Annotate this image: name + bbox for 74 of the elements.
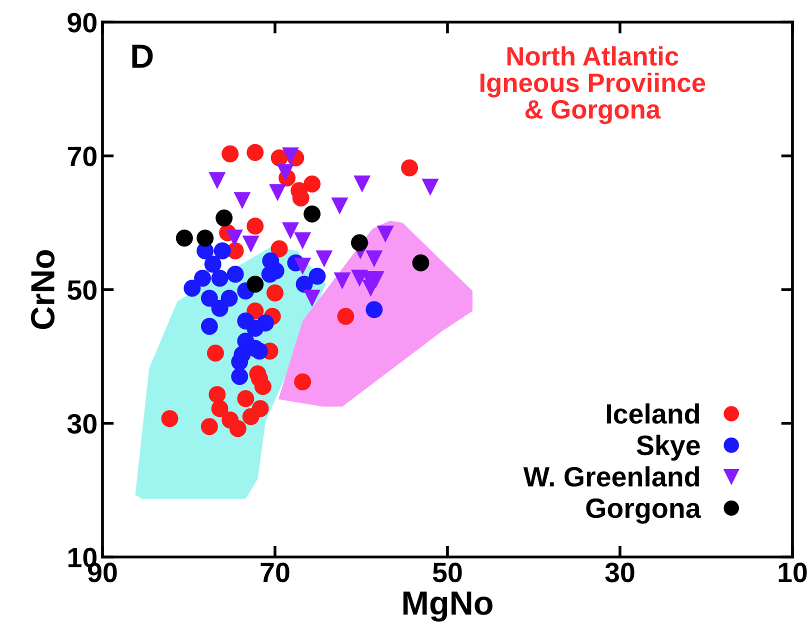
point (308, 268, 326, 285)
point (401, 159, 418, 176)
point (366, 301, 383, 318)
point (237, 390, 254, 408)
point (161, 410, 178, 428)
point (200, 290, 218, 307)
x-tick-label: 30 (605, 562, 634, 582)
y-axis-title: CrNo (30, 250, 55, 329)
point (231, 368, 248, 386)
point (176, 230, 193, 247)
point (376, 226, 394, 243)
legend-label: W. Greenland (523, 466, 699, 487)
point (246, 144, 264, 162)
point (337, 308, 354, 325)
point (304, 206, 321, 223)
annotation: D (132, 44, 153, 68)
x-tick-label: 50 (432, 562, 462, 582)
point (316, 250, 333, 268)
y-tick-label: 90 (68, 12, 96, 32)
point (282, 222, 300, 240)
point (234, 192, 251, 210)
point (252, 400, 269, 418)
point (282, 147, 300, 164)
point (246, 320, 264, 337)
point (246, 218, 264, 235)
point (226, 230, 243, 247)
point (246, 276, 264, 293)
y-tick-label: 50 (68, 280, 96, 300)
point (194, 270, 212, 287)
point (200, 318, 218, 335)
point (208, 172, 226, 190)
point (304, 175, 321, 192)
point (206, 344, 224, 362)
point (294, 258, 312, 275)
annotation: North Atlantic Igneous Proviince & Gorgona (480, 46, 706, 124)
point (208, 386, 226, 404)
point (211, 270, 228, 287)
point (412, 254, 430, 272)
point (334, 272, 351, 290)
x-axis-title: MgNo (403, 592, 492, 622)
point (184, 280, 201, 297)
y-tick-label: 30 (67, 414, 96, 434)
point (214, 242, 231, 260)
point (269, 184, 286, 202)
x-tick-label: 10 (778, 562, 807, 582)
point (366, 250, 383, 268)
point (296, 276, 313, 293)
point (254, 378, 272, 396)
point (270, 240, 288, 258)
point (294, 373, 312, 390)
point (276, 164, 294, 182)
point (222, 145, 239, 162)
point (351, 234, 368, 252)
point (226, 266, 244, 283)
point (211, 400, 228, 418)
point (229, 420, 246, 438)
legend-label: Iceland (606, 403, 699, 424)
point (304, 290, 321, 307)
point (266, 284, 284, 302)
point (204, 256, 222, 273)
point (216, 210, 233, 227)
point (331, 198, 348, 215)
point (354, 175, 371, 192)
x-tick-label: 70 (260, 562, 290, 582)
point (220, 290, 238, 307)
point (422, 178, 439, 196)
legend-label: Gorgona (586, 498, 701, 524)
point (294, 232, 312, 250)
point (261, 266, 278, 283)
legend-label: Skye (636, 434, 700, 461)
point (200, 418, 218, 436)
point (196, 230, 214, 247)
y-tick-label: 70 (68, 146, 96, 166)
point (242, 236, 260, 253)
